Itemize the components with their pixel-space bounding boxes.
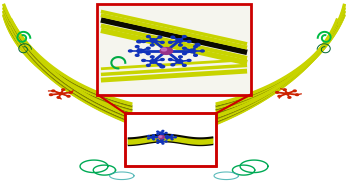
Circle shape <box>168 59 172 60</box>
Circle shape <box>171 139 173 140</box>
Circle shape <box>194 46 197 48</box>
Circle shape <box>137 40 141 43</box>
Circle shape <box>153 135 155 136</box>
Circle shape <box>295 94 299 95</box>
Circle shape <box>183 36 186 38</box>
Circle shape <box>283 89 286 91</box>
Circle shape <box>147 64 150 66</box>
Circle shape <box>150 44 154 46</box>
Circle shape <box>171 36 175 38</box>
Circle shape <box>160 132 163 134</box>
Circle shape <box>128 50 132 52</box>
Circle shape <box>276 92 279 93</box>
Circle shape <box>200 50 204 52</box>
Circle shape <box>159 136 162 137</box>
Circle shape <box>179 44 182 46</box>
Circle shape <box>189 49 196 53</box>
Circle shape <box>153 139 155 140</box>
Circle shape <box>168 41 172 43</box>
Circle shape <box>176 60 183 63</box>
Circle shape <box>161 48 167 51</box>
Circle shape <box>49 94 53 95</box>
Circle shape <box>293 90 296 92</box>
Circle shape <box>288 97 291 98</box>
Circle shape <box>156 137 158 138</box>
Circle shape <box>165 132 167 133</box>
Circle shape <box>157 142 159 143</box>
Circle shape <box>151 136 154 138</box>
Circle shape <box>160 48 173 54</box>
Circle shape <box>176 39 183 42</box>
Circle shape <box>157 131 159 132</box>
Circle shape <box>174 137 176 138</box>
Circle shape <box>285 93 289 94</box>
Circle shape <box>179 56 182 58</box>
Circle shape <box>183 47 186 49</box>
Circle shape <box>62 89 65 91</box>
Circle shape <box>158 64 162 66</box>
Circle shape <box>135 54 139 56</box>
Bar <box>125 113 216 166</box>
Circle shape <box>187 40 191 43</box>
Circle shape <box>162 139 164 140</box>
Circle shape <box>160 65 165 68</box>
Circle shape <box>195 43 200 46</box>
Circle shape <box>67 95 70 97</box>
Bar <box>125 113 216 166</box>
Circle shape <box>160 141 163 142</box>
Circle shape <box>160 41 164 43</box>
Circle shape <box>171 64 175 66</box>
Circle shape <box>69 92 72 93</box>
Circle shape <box>57 97 60 98</box>
Circle shape <box>162 134 164 136</box>
Circle shape <box>162 143 164 144</box>
Circle shape <box>182 64 186 66</box>
Bar <box>97 4 251 94</box>
Circle shape <box>135 46 139 48</box>
Circle shape <box>157 140 159 141</box>
Circle shape <box>147 47 150 49</box>
Circle shape <box>147 36 150 38</box>
Bar <box>97 4 251 94</box>
Circle shape <box>160 59 164 60</box>
Circle shape <box>165 141 167 142</box>
Circle shape <box>59 93 63 94</box>
Circle shape <box>142 60 145 61</box>
Circle shape <box>166 138 168 139</box>
Circle shape <box>278 95 281 97</box>
Circle shape <box>194 54 197 56</box>
Circle shape <box>183 53 186 55</box>
Circle shape <box>162 130 164 131</box>
Circle shape <box>150 60 157 63</box>
Circle shape <box>159 136 164 139</box>
Circle shape <box>142 40 145 43</box>
Circle shape <box>150 56 154 58</box>
Circle shape <box>158 36 162 38</box>
Circle shape <box>147 53 150 55</box>
Circle shape <box>157 134 159 135</box>
Circle shape <box>137 49 144 53</box>
Circle shape <box>169 136 172 138</box>
Circle shape <box>187 60 191 61</box>
Circle shape <box>148 138 149 139</box>
Circle shape <box>171 135 173 136</box>
Circle shape <box>52 90 55 92</box>
Circle shape <box>150 39 157 42</box>
